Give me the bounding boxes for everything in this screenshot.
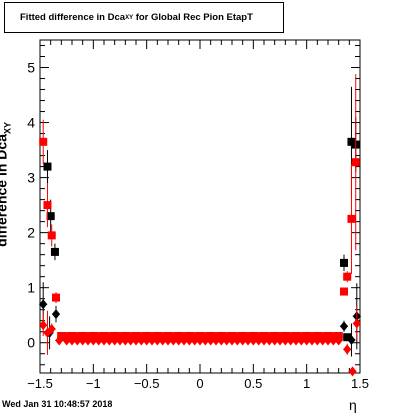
data-point-square (57, 332, 66, 341)
x-tick-label: 0.5 (244, 376, 262, 391)
data-point-diamond (254, 335, 263, 346)
data-point-square (351, 158, 360, 167)
data-point-diamond (121, 335, 130, 346)
data-point-diamond (126, 335, 135, 346)
data-point-square (46, 212, 55, 221)
y-tick-label: 1 (27, 280, 35, 296)
data-point-square (343, 333, 352, 342)
data-point-diamond (180, 335, 188, 346)
chart-title-subscript: XY (125, 14, 134, 21)
data-point-diamond (292, 335, 300, 346)
data-point-diamond (148, 335, 156, 346)
data-point-diamond (84, 335, 92, 346)
data-point-square (52, 293, 60, 302)
x-tick-label: 0 (196, 376, 203, 391)
data-point-diamond (73, 335, 82, 346)
data-point-square (39, 137, 48, 146)
data-point-diamond (313, 335, 322, 346)
data-point-diamond (52, 309, 60, 320)
data-point-diamond (100, 335, 108, 346)
data-point-square (50, 247, 59, 256)
chart-title-main: Fitted difference in Dca (20, 12, 126, 23)
data-point-diamond (110, 335, 119, 346)
data-point-diamond (78, 335, 87, 346)
data-point-diamond (222, 335, 231, 346)
data-point-diamond (347, 334, 356, 345)
chart-title: Fitted difference in Dca XY for Global Re… (4, 2, 284, 33)
data-point-diamond (190, 335, 199, 346)
data-point-square (43, 201, 52, 210)
data-point-square (340, 287, 348, 296)
data-point-diamond (286, 335, 295, 346)
y-tick-label: 0 (27, 335, 35, 351)
data-point-diamond (324, 335, 332, 346)
data-point-diamond (39, 320, 48, 331)
data-point-diamond (217, 335, 226, 346)
data-point-diamond (297, 335, 306, 346)
data-point-diamond (340, 321, 348, 332)
data-point-diamond (281, 335, 290, 346)
data-point-square (43, 162, 52, 171)
data-point-diamond (94, 335, 103, 346)
data-point-diamond (212, 335, 220, 346)
y-tick-label: 2 (27, 225, 35, 241)
x-tick-label: 1 (303, 376, 310, 391)
x-tick-label: −1 (86, 376, 101, 391)
data-point-diamond (62, 335, 71, 346)
data-point-diamond (164, 335, 172, 346)
x-axis-label: η (349, 397, 357, 413)
data-point-diamond (55, 335, 64, 346)
data-point-diamond (348, 366, 357, 377)
data-point-diamond (249, 335, 258, 346)
data-point-square (347, 214, 356, 223)
data-point-square (340, 258, 348, 267)
data-point-diamond (153, 335, 162, 346)
data-point-diamond (142, 335, 151, 346)
y-tick-label: 5 (27, 60, 35, 76)
data-point-diamond (206, 335, 215, 346)
data-point-diamond (137, 335, 146, 346)
data-point-diamond (68, 335, 76, 346)
data-point-diamond (132, 335, 140, 346)
x-tick-label: −1.5 (27, 376, 53, 391)
data-point-diamond (343, 344, 352, 355)
data-point-diamond (260, 335, 268, 346)
data-point-diamond (39, 299, 48, 310)
plot-frame (39, 39, 361, 374)
data-point-diamond (244, 335, 252, 346)
data-point-diamond (318, 335, 327, 346)
data-point-diamond (265, 335, 274, 346)
x-tick-label: 1.5 (351, 376, 369, 391)
data-point-diamond (174, 335, 183, 346)
data-point-diamond (334, 335, 343, 346)
data-point-diamond (352, 318, 361, 329)
data-point-diamond (308, 335, 316, 346)
data-point-diamond (270, 335, 279, 346)
data-point-diamond (302, 335, 311, 346)
x-tick-label: −0.5 (134, 376, 160, 391)
data-point-diamond (233, 335, 242, 346)
data-point-square (347, 137, 356, 146)
data-point-diamond (329, 335, 338, 346)
data-point-diamond (116, 335, 124, 346)
y-tick-label: 4 (27, 115, 35, 131)
data-point-diamond (276, 335, 284, 346)
data-point-diamond (228, 335, 236, 346)
data-point-diamond (158, 335, 167, 346)
data-point-diamond (201, 335, 210, 346)
data-point-diamond (47, 323, 56, 334)
data-point-diamond (196, 335, 204, 346)
data-point-diamond (105, 335, 114, 346)
data-point-diamond (238, 335, 247, 346)
data-point-diamond (169, 335, 178, 346)
data-point-square (47, 231, 56, 240)
data-point-diamond (89, 335, 98, 346)
data-point-square (343, 272, 352, 281)
chart-title-rest: for Global Rec Pion EtapT (133, 12, 253, 23)
y-tick-label: 3 (27, 170, 35, 186)
data-point-diamond (185, 335, 194, 346)
timestamp-footer: Wed Jan 31 10:48:57 2018 (2, 399, 113, 409)
